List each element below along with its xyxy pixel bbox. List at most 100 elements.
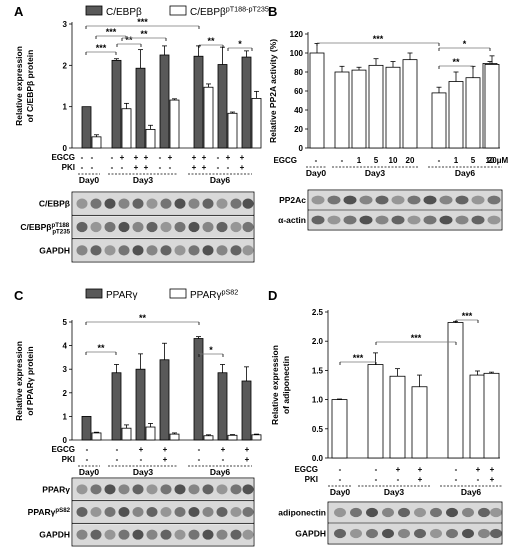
treatment-value: - xyxy=(222,455,225,464)
blot-band xyxy=(90,507,102,517)
blot-band xyxy=(327,215,341,225)
blot-band xyxy=(146,507,158,517)
treatment-value: - xyxy=(438,156,441,165)
bar xyxy=(159,359,170,441)
blot-band xyxy=(478,507,490,518)
blot-band xyxy=(311,195,325,205)
treatment-row-label: PKI xyxy=(62,163,75,172)
panel-D: D 0.0 0.5 1.0 1.5 2.0 2.5 Relative expression of… xyxy=(268,288,503,545)
significance-mark: * xyxy=(238,39,242,49)
treatment-value: + xyxy=(144,163,149,172)
blot-band xyxy=(423,195,437,205)
blot-band xyxy=(76,529,88,540)
treatment-value: - xyxy=(116,445,119,454)
blot-band xyxy=(391,215,405,225)
treatment-value: + xyxy=(192,153,197,162)
bar xyxy=(241,380,252,441)
treatment-value: - xyxy=(315,156,318,165)
treatment-value: - xyxy=(91,153,94,162)
legend-swatch xyxy=(169,5,187,16)
blot-band xyxy=(146,221,158,233)
blot-band xyxy=(398,507,410,518)
blot-band xyxy=(118,484,130,495)
blot-band xyxy=(430,507,442,518)
y-tick-label: 0.5 xyxy=(312,425,324,434)
treatment-value: - xyxy=(169,163,172,172)
bar xyxy=(227,434,238,441)
blot-band xyxy=(398,528,410,539)
treatment-row-label: PKI xyxy=(305,475,318,484)
blot-band xyxy=(104,221,116,233)
treatment-value: + xyxy=(245,445,250,454)
treatment-value: + xyxy=(490,465,495,474)
blot-band xyxy=(478,528,490,539)
blot-band xyxy=(76,507,88,517)
blot-band xyxy=(391,195,405,205)
y-tick-label: 60 xyxy=(294,87,303,96)
blot-band xyxy=(343,215,357,225)
treatment-value: + xyxy=(226,153,231,162)
blot-band xyxy=(375,215,389,225)
blot-band xyxy=(76,221,88,233)
bar xyxy=(309,52,325,149)
bar xyxy=(367,364,384,459)
y-axis-label: Relative expression xyxy=(14,46,24,126)
blot-band xyxy=(359,215,373,225)
blot-band xyxy=(132,529,144,540)
y-tick-label: 120 xyxy=(290,30,304,39)
y-tick-label: 100 xyxy=(290,49,304,58)
day-label: Day0 xyxy=(79,467,100,477)
bar xyxy=(483,372,500,459)
y-tick-label: 3 xyxy=(63,20,68,29)
bar xyxy=(121,427,132,441)
bar xyxy=(331,399,348,459)
panel-letter: A xyxy=(14,4,24,19)
blot-label: C/EBPβpT188 pT235 xyxy=(20,222,70,235)
blot-band xyxy=(382,528,394,539)
blot-band xyxy=(216,484,228,495)
blot-band xyxy=(202,529,214,540)
blot-band xyxy=(334,528,346,539)
y-tick-label: 0 xyxy=(63,436,68,445)
treatment-value: + xyxy=(134,163,139,172)
blot-band xyxy=(423,215,437,225)
blot-band xyxy=(455,215,469,225)
significance-mark: *** xyxy=(373,34,384,44)
y-tick-label: 2 xyxy=(63,61,68,70)
significance-mark: ** xyxy=(207,36,215,46)
treatment-value: - xyxy=(455,465,458,474)
treatment-value: - xyxy=(217,163,220,172)
blot-band xyxy=(230,198,242,209)
blot-band xyxy=(462,507,474,518)
blot-band xyxy=(414,528,426,539)
panel-letter: B xyxy=(268,4,277,19)
treatment-value: - xyxy=(397,475,400,484)
significance-mark: *** xyxy=(137,17,148,27)
blot-band xyxy=(202,507,214,517)
treatment-value: - xyxy=(140,455,143,464)
blot-band xyxy=(382,507,394,518)
treatment-value: - xyxy=(375,475,378,484)
day-label: Day0 xyxy=(306,168,327,178)
significance-mark: ** xyxy=(125,35,133,45)
legend-label: C/EBPβpT188-pT235 xyxy=(190,5,269,19)
y-tick-label: 2 xyxy=(63,389,68,398)
blot-label: GAPDH xyxy=(295,529,326,539)
blot-band xyxy=(174,198,186,209)
blot-band xyxy=(76,198,88,209)
blot-band xyxy=(430,528,442,539)
significance-mark: ** xyxy=(97,343,105,353)
day-label: Day6 xyxy=(210,467,231,477)
blot-band xyxy=(174,221,186,233)
bar xyxy=(385,66,401,149)
legend-label: C/EBPβ xyxy=(106,7,142,18)
blot-band xyxy=(160,529,172,540)
y-tick-label: 2.0 xyxy=(312,337,324,346)
significance-mark: * xyxy=(209,345,213,355)
blot-band xyxy=(104,198,116,209)
treatment-value: - xyxy=(198,445,201,454)
blot-band xyxy=(174,507,186,517)
treatment-value: + xyxy=(192,163,197,172)
blot-band xyxy=(446,528,458,539)
blot-band xyxy=(90,529,102,540)
